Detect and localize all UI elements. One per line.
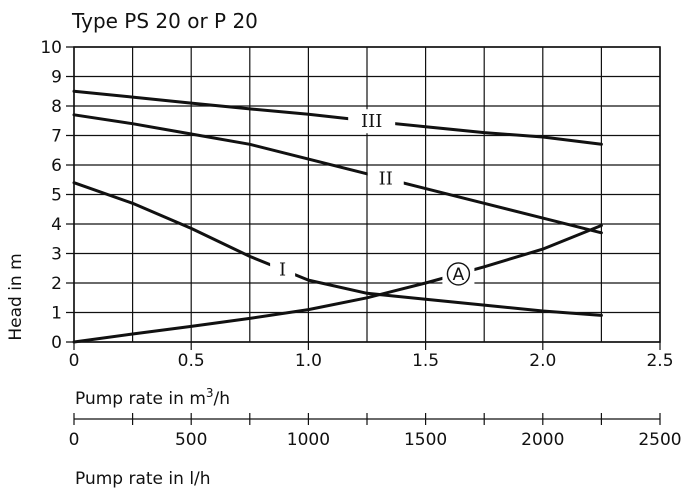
series-line-III bbox=[72, 89, 603, 146]
x-tick-label: 1.5 bbox=[412, 351, 439, 371]
y-tick-label: 10 bbox=[40, 38, 62, 58]
y-tick-label: 1 bbox=[51, 304, 62, 324]
y-tick-label: 2 bbox=[51, 274, 62, 294]
x-tick-label: 2.5 bbox=[646, 351, 673, 371]
plot-frame bbox=[73, 46, 661, 343]
x2-tick-label: 2000 bbox=[521, 430, 564, 450]
series-layer bbox=[72, 89, 603, 344]
y-tick-label: 7 bbox=[51, 127, 62, 147]
y-axis-title: Head in m bbox=[6, 253, 26, 340]
y-tick-label: 0 bbox=[51, 333, 62, 353]
y-tick-label: 3 bbox=[51, 245, 62, 265]
series-line-A bbox=[72, 224, 603, 344]
grid bbox=[66, 46, 661, 350]
series-label-II: II bbox=[379, 169, 393, 190]
y-tick-label: 9 bbox=[51, 68, 62, 88]
tick-labels: 0 1 2 3 4 5 6 7 8 9 10 0 0.5 1.0 1.5 2.0 2.5 bbox=[40, 38, 673, 371]
y-tick-label: 6 bbox=[51, 156, 62, 176]
series-label-bg bbox=[270, 257, 296, 282]
series-label-bg bbox=[367, 166, 404, 191]
series-label-A: A bbox=[453, 265, 465, 285]
series-label-I: I bbox=[279, 260, 286, 281]
y-tick-label: 5 bbox=[51, 186, 62, 206]
series-label-bg bbox=[348, 109, 396, 134]
x-axis-title: Pump rate in m3/h bbox=[75, 386, 230, 409]
y-tick-label: 8 bbox=[51, 97, 62, 117]
x-tick-label: 2.0 bbox=[529, 351, 556, 371]
chart-title: Type PS 20 or P 20 bbox=[71, 9, 258, 33]
series-label-III: III bbox=[361, 111, 382, 132]
series-label-circle bbox=[446, 262, 471, 286]
x2-axis-title: Pump rate in l/h bbox=[75, 469, 211, 489]
x2-tick-label: 1500 bbox=[404, 430, 447, 450]
x2-tick-label: 1000 bbox=[287, 430, 330, 450]
x-axis-title-suffix: /h bbox=[214, 389, 231, 409]
series-line-II bbox=[72, 113, 603, 235]
x-tick-label: 1.0 bbox=[295, 351, 322, 371]
secondary-x-axis: 0 500 1000 1500 2000 2500 bbox=[69, 413, 682, 450]
x2-tick-label: 2500 bbox=[638, 430, 681, 450]
x-tick-label: 0.5 bbox=[178, 351, 205, 371]
x-axis-title-base: Pump rate in m bbox=[75, 389, 206, 409]
x-tick-label: 0 bbox=[69, 351, 80, 371]
y-tick-label: 4 bbox=[51, 215, 62, 235]
series-line-I bbox=[72, 181, 603, 317]
x2-tick-label: 500 bbox=[175, 430, 207, 450]
x2-tick-label: 0 bbox=[69, 430, 80, 450]
x-axis-title-sup: 3 bbox=[206, 386, 214, 400]
